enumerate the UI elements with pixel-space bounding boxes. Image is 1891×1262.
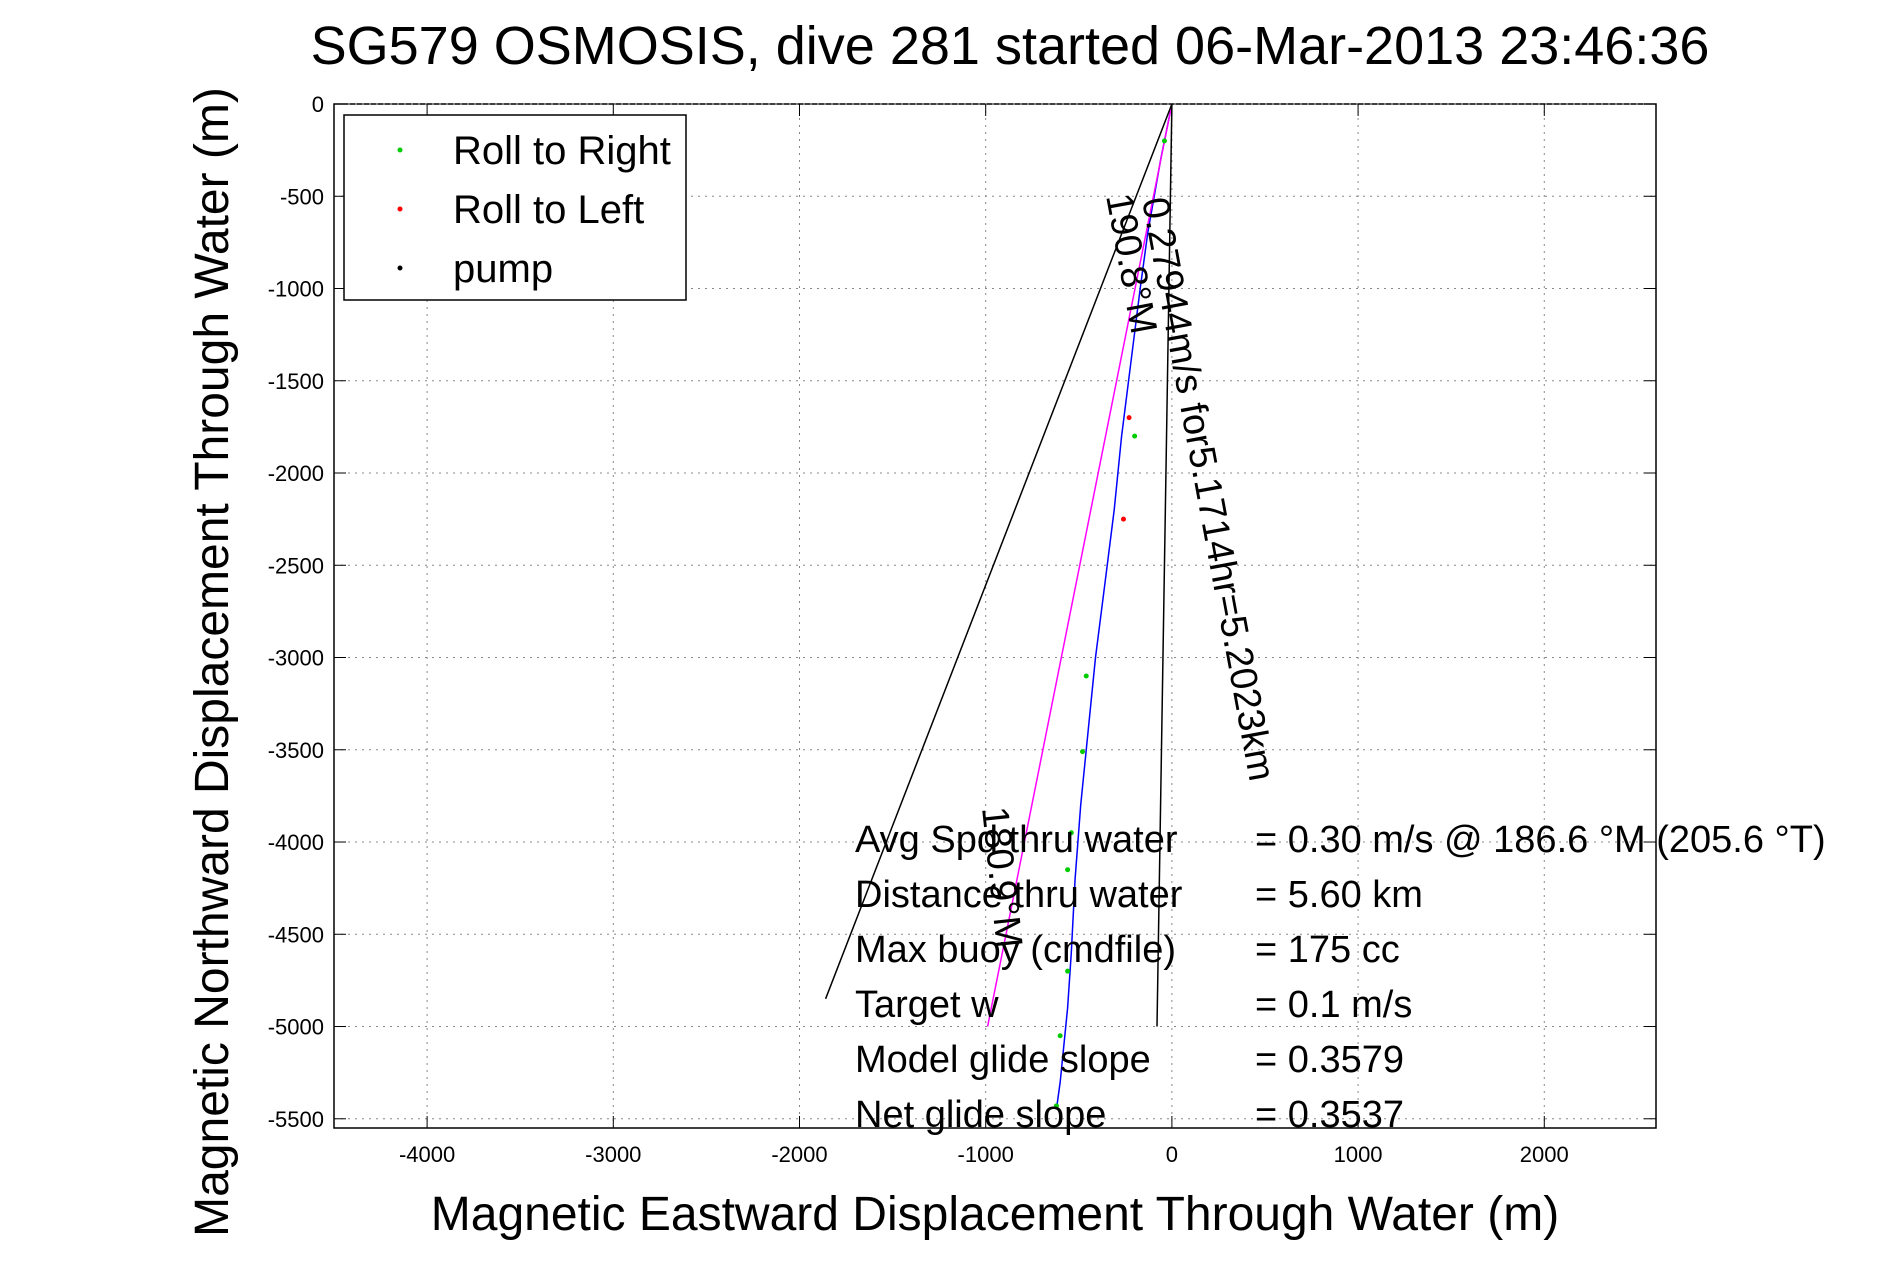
y-tick-label: -5000: [268, 1015, 324, 1040]
y-tick-label: -1500: [268, 369, 324, 394]
y-tick-label: -500: [280, 184, 324, 209]
series-line-0: [1055, 103, 1173, 1110]
series-line-1: [986, 103, 1173, 1027]
y-tick-label: -3000: [268, 646, 324, 671]
x-tick-label: 2000: [1520, 1142, 1569, 1167]
series-group: [824, 103, 1173, 1110]
y-tick-label: -1000: [268, 277, 324, 302]
x-axis-label: Magnetic Eastward Displacement Through W…: [431, 1188, 1559, 1241]
series-line-3: [1156, 103, 1173, 1027]
stat-label: Avg Spd thru water: [855, 819, 1178, 861]
y-tick-label: -3500: [268, 738, 324, 763]
stat-label: Max buoy (cmdfile): [855, 929, 1176, 971]
axis-ticks: -4000 -3000 -2000 -1000 0 1000 2000 0 -500 -1000 -…: [268, 92, 1656, 1167]
stat-label: Model glide slope: [855, 1039, 1151, 1081]
y-tick-label: -5500: [268, 1107, 324, 1132]
marker-group: [1053, 138, 1167, 1109]
stat-label: Target w: [855, 984, 999, 1026]
x-tick-label: 1000: [1334, 1142, 1383, 1167]
roll-left-point: [1126, 415, 1132, 421]
series-line-2: [824, 103, 1173, 1000]
legend: Roll to Right Roll to Left pump: [343, 114, 687, 301]
y-axis-label: Magnetic Northward Displacement Through …: [186, 87, 239, 1237]
legend-label: Roll to Left: [453, 188, 644, 232]
roll-right-point: [1161, 138, 1167, 144]
x-tick-label: -2000: [771, 1142, 827, 1167]
x-tick-label: -3000: [585, 1142, 641, 1167]
roll-right-point: [1065, 867, 1071, 873]
roll-right-point: [1132, 433, 1138, 439]
roll-right-point: [1065, 968, 1071, 974]
stat-value: = 0.1 m/s: [1255, 984, 1412, 1026]
stat-value: = 0.3537: [1255, 1094, 1404, 1136]
y-tick-label: 0: [312, 92, 324, 117]
stat-value: = 175 cc: [1255, 929, 1400, 971]
stat-value: = 0.30 m/s @ 186.6 °M (205.6 °T): [1255, 819, 1826, 861]
stats-annotations: Avg Spd thru water = 0.30 m/s @ 186.6 °M …: [855, 819, 1826, 1136]
y-tick-label: -2500: [268, 553, 324, 578]
chart-title: SG579 OSMOSIS, dive 281 started 06-Mar-2…: [311, 16, 1710, 76]
legend-label: pump: [453, 247, 553, 291]
stat-value: = 0.3579: [1255, 1039, 1404, 1081]
y-tick-label: -2000: [268, 461, 324, 486]
roll-left-point: [1120, 516, 1126, 522]
roll-right-point: [1053, 1103, 1059, 1109]
roll-right-point: [1068, 830, 1074, 836]
roll-right-point: [1057, 1033, 1063, 1039]
roll-right-point: [1080, 749, 1086, 755]
x-tick-label: -1000: [958, 1142, 1014, 1167]
stat-value: = 5.60 km: [1255, 874, 1423, 916]
y-tick-label: -4000: [268, 830, 324, 855]
grid: [334, 103, 1656, 1128]
roll-right-point: [1083, 673, 1089, 679]
legend-marker: [397, 265, 403, 271]
stat-label: Distance thru water: [855, 874, 1183, 916]
legend-marker: [397, 147, 403, 153]
y-tick-label: -4500: [268, 922, 324, 947]
x-tick-label: 0: [1166, 1142, 1178, 1167]
stat-label: Net glide slope: [855, 1094, 1106, 1136]
legend-label: Roll to Right: [453, 129, 671, 173]
x-tick-label: -4000: [399, 1142, 455, 1167]
legend-marker: [397, 206, 403, 212]
